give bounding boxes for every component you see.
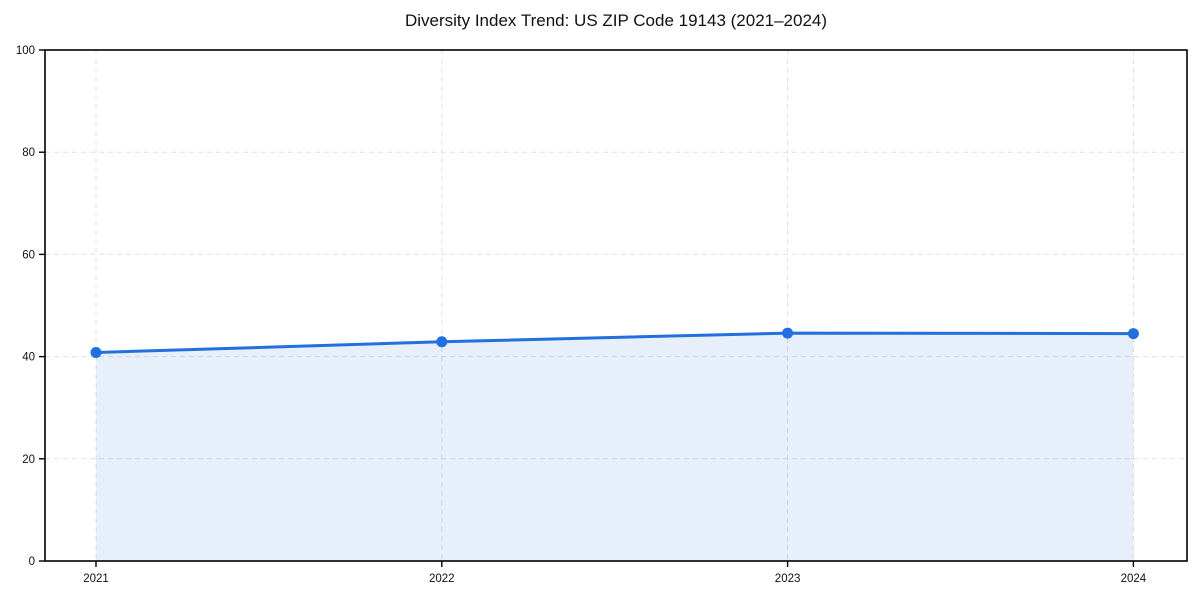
y-tick-label: 100	[16, 45, 35, 57]
x-tick-label: 2021	[83, 573, 109, 585]
data-point-2023	[782, 327, 794, 339]
y-tick-label: 40	[22, 352, 35, 364]
y-tick-label: 20	[22, 454, 35, 466]
x-tick-label: 2024	[1121, 573, 1147, 585]
data-point-2024	[1127, 328, 1139, 340]
plot-border	[44, 49, 1188, 562]
x-tick-label: 2023	[775, 573, 801, 585]
data-point-2022	[436, 336, 448, 348]
y-tick-label: 80	[22, 147, 35, 159]
area-fill	[96, 333, 1134, 561]
data-point-2021	[90, 347, 102, 359]
y-tick-label: 0	[29, 556, 35, 568]
trend-line	[94, 331, 1135, 355]
chart-title: Diversity Index Trend: US ZIP Code 19143…	[404, 11, 828, 30]
x-tick-label: 2022	[429, 573, 455, 585]
y-tick-label: 60	[22, 249, 35, 261]
